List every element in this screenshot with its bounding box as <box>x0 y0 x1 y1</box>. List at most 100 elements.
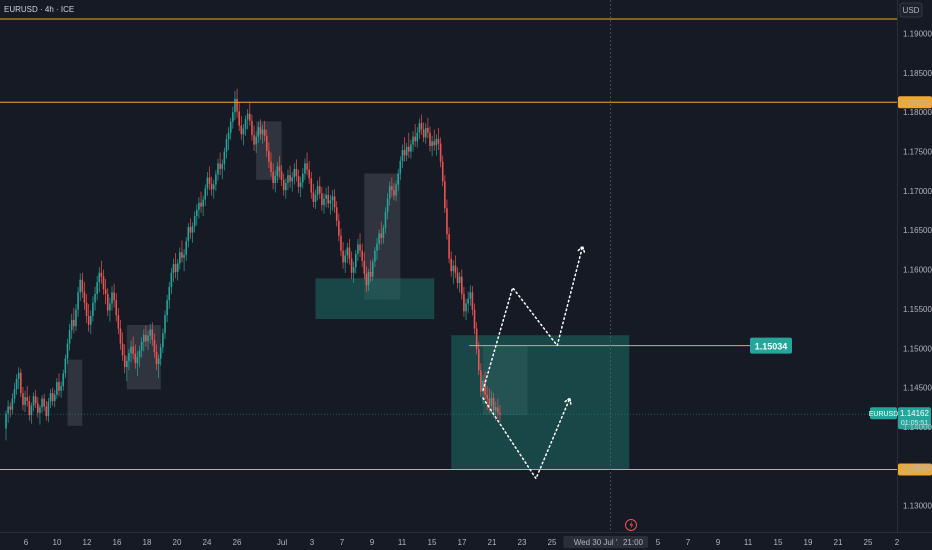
candle-body <box>153 339 156 353</box>
candle-body <box>17 372 20 379</box>
candle-body <box>431 141 433 147</box>
candle-body <box>81 279 84 292</box>
candle-body <box>198 202 200 210</box>
time-tick-label: 12 <box>83 538 92 547</box>
candle-body <box>26 397 28 401</box>
candle-body <box>77 292 79 310</box>
candle-body <box>397 173 399 185</box>
candle-body <box>87 316 90 325</box>
time-tick-label: 19 <box>804 538 813 547</box>
time-tick-label: 10 <box>53 538 62 547</box>
candle-body <box>333 196 336 208</box>
candle-body <box>98 272 101 283</box>
candle-body <box>58 382 60 391</box>
candle-body <box>363 260 366 274</box>
candle-body <box>494 407 497 411</box>
alert-icon[interactable] <box>625 519 637 531</box>
candle-body <box>5 413 7 429</box>
candle-body <box>497 407 499 413</box>
candle-body <box>164 315 166 334</box>
price-level-label: 1.18126 <box>901 98 930 107</box>
time-axis-highlight <box>618 536 648 548</box>
time-tick-label: 23 <box>518 538 527 547</box>
time-tick-label: 21 <box>488 538 497 547</box>
candle-body <box>306 163 308 170</box>
price-tick-label: 1.15500 <box>903 305 932 314</box>
projection-arrowhead <box>564 396 572 405</box>
price-level-tag <box>898 463 932 476</box>
price-tick-label: 1.18500 <box>903 69 932 78</box>
candle-body <box>276 166 279 176</box>
candle-body <box>414 136 416 142</box>
candle-body <box>405 146 408 156</box>
candle-body <box>34 396 37 404</box>
candle-body <box>304 163 306 174</box>
candle-body <box>200 202 202 207</box>
candle-body <box>482 380 484 392</box>
candle-body <box>446 208 448 235</box>
time-tick-label: 9 <box>370 538 375 547</box>
candle-body <box>395 184 397 196</box>
countdown-label: 01:05:51 <box>901 420 928 427</box>
candle-body <box>253 135 255 145</box>
candle-body <box>365 273 368 286</box>
candle-body <box>439 143 442 162</box>
price-tick-label: 1.15000 <box>903 344 932 353</box>
candle-body <box>121 343 124 356</box>
last-price-tag <box>898 407 931 430</box>
candle-body <box>437 138 440 144</box>
time-tick-label: 26 <box>233 538 242 547</box>
candle-body <box>102 276 105 290</box>
candle-body <box>159 347 162 359</box>
candle-body <box>249 113 251 121</box>
time-tick-label: 11 <box>744 538 753 547</box>
candle-body <box>157 358 160 365</box>
candle-body <box>257 127 260 137</box>
candle-body <box>11 398 14 410</box>
candle-body <box>448 234 450 259</box>
candle-body <box>255 136 257 145</box>
candle-body <box>458 276 461 283</box>
candle-body <box>299 182 302 187</box>
price-level-label: 1.13460 <box>901 465 930 474</box>
candle-body <box>109 303 111 311</box>
candle-body <box>244 119 247 129</box>
candle-body <box>422 129 425 138</box>
candle-body <box>327 194 330 204</box>
candle-body <box>94 293 96 303</box>
candle-body <box>287 175 289 184</box>
candle-body <box>369 271 372 277</box>
candle-body <box>168 286 171 301</box>
candle-body <box>193 216 196 227</box>
candle-body <box>399 160 402 174</box>
candle-body <box>393 190 395 196</box>
candle-body <box>155 352 158 365</box>
candle-body <box>435 138 438 146</box>
time-tick-label: 20 <box>173 538 182 547</box>
candle-body <box>60 386 62 391</box>
candle-body <box>7 406 9 414</box>
candle-body <box>318 186 321 194</box>
time-tick-label: Jul <box>277 538 287 547</box>
candle-body <box>359 244 361 251</box>
symbol-title: EURUSD · 4h · ICE <box>4 5 74 14</box>
projection-path <box>482 397 571 481</box>
candle-body <box>272 172 274 184</box>
candle-body <box>206 177 209 189</box>
candle-body <box>321 193 323 206</box>
time-tick-label: 6 <box>24 538 29 547</box>
candle-body <box>212 184 215 190</box>
candle-body <box>32 396 35 406</box>
candle-body <box>208 177 211 184</box>
currency-badge[interactable] <box>899 2 923 18</box>
candle-body <box>9 406 12 410</box>
price-tick-label: 1.13500 <box>903 462 932 471</box>
candle-body <box>90 316 92 325</box>
candle-body <box>53 394 56 401</box>
candle-body <box>183 254 185 258</box>
price-tick-label: 1.16000 <box>903 266 932 275</box>
candle-body <box>227 132 230 139</box>
candle-body <box>329 200 332 204</box>
